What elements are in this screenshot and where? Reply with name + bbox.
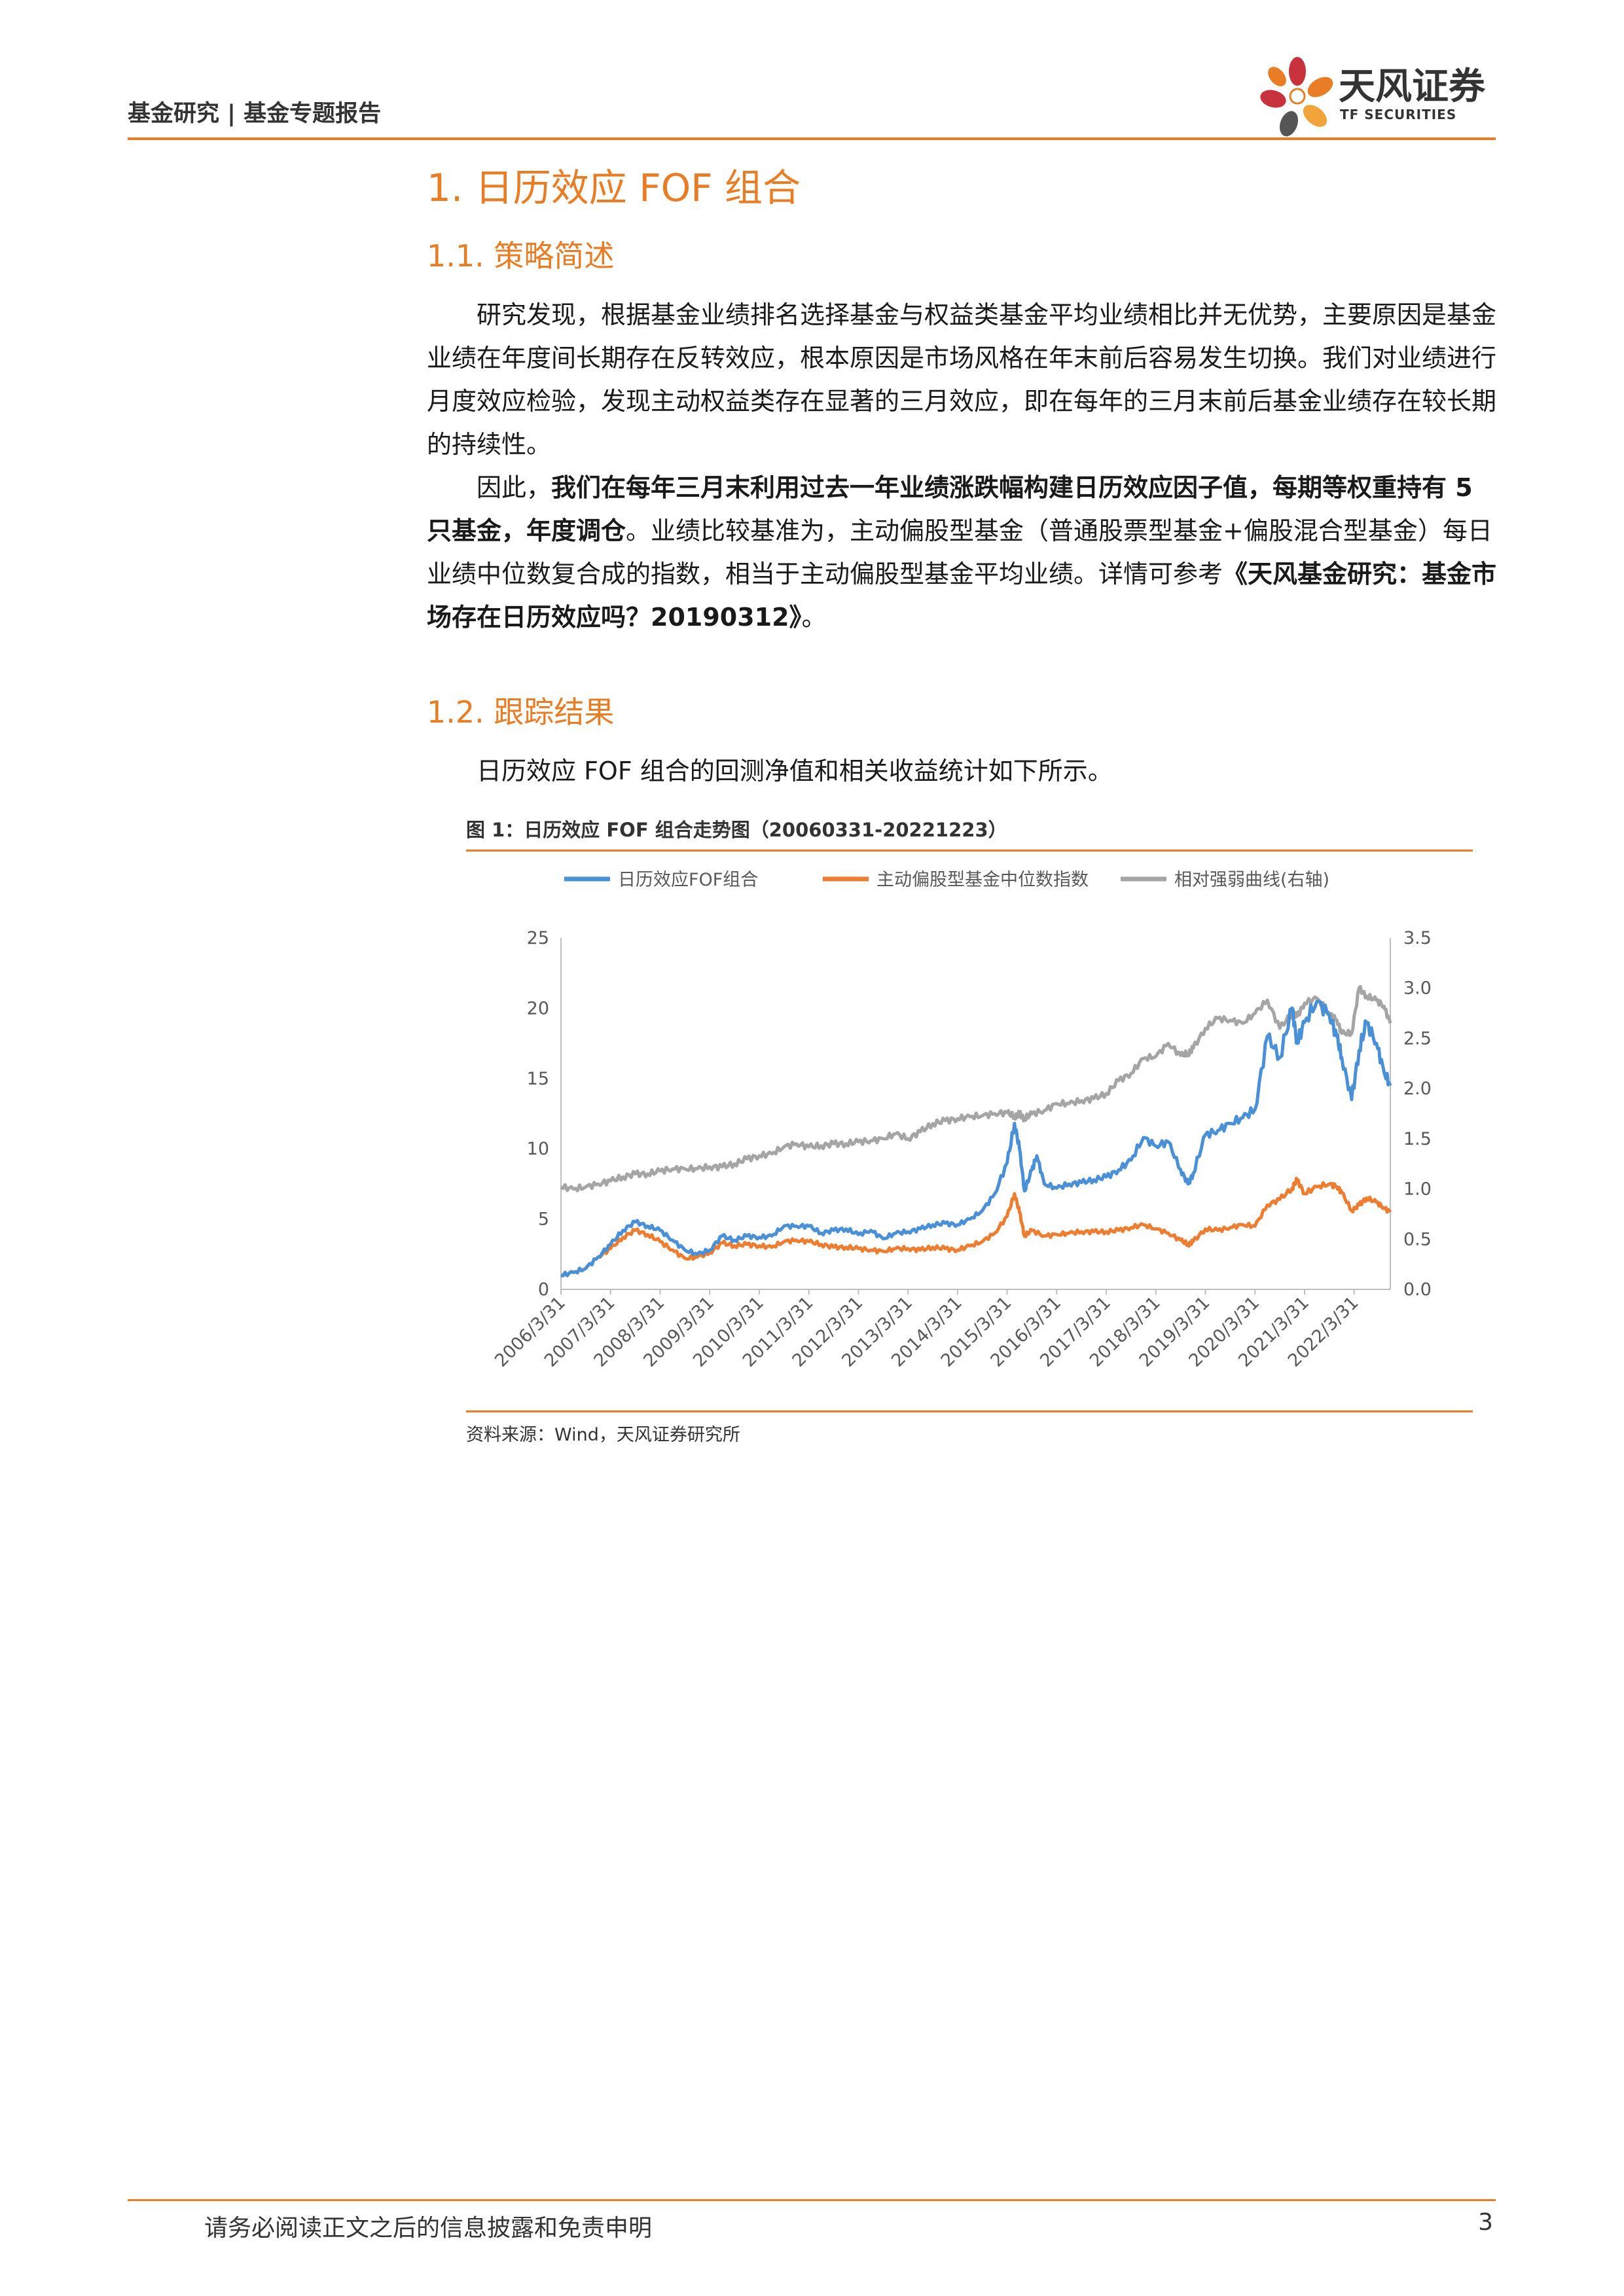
section-heading-1: 1. 日历效应 FOF 组合: [427, 166, 801, 210]
x-axis-ticks: 2006/3/312007/3/312008/3/312009/3/312010…: [491, 1289, 1363, 1371]
strategy-paragraph-2: 因此，我们在每年三月末利用过去一年业绩涨跌幅构建日历效应因子值，每期等权重持有 …: [427, 466, 1500, 639]
right-axis-ticks: 0.0 0.5 1.0 1.5 2.0 2.5 3.0 3.5: [1403, 928, 1432, 1300]
p2-method-bold: 我们在每年三月末利用过去一年业绩涨跌幅构建日历效应因子值，每期等权重持有 5 只…: [427, 473, 1473, 545]
left-axis-tick-label: 25: [527, 928, 549, 948]
right-axis-tick-label: 2.0: [1403, 1079, 1432, 1099]
subsection-heading-tracking: 1.2. 跟踪结果: [427, 694, 615, 730]
right-axis-tick-label: 1.0: [1403, 1179, 1432, 1200]
company-logo: 天风证券 TF SECURITIES: [1260, 56, 1496, 141]
right-axis-tick-label: 3.0: [1403, 978, 1432, 999]
series-line-1: [560, 999, 1392, 1278]
legend-label: 主动偏股型基金中位数指数: [876, 870, 1089, 890]
right-axis-tick-label: 1.5: [1403, 1129, 1432, 1149]
left-axis-tick-label: 5: [538, 1210, 549, 1230]
figure-title: 图 1：日历效应 FOF 组合走势图（20060331-20221223）: [466, 819, 1007, 841]
left-axis-ticks: 0 5 10 15 20 25: [527, 928, 549, 1300]
logo-name: 天风证券: [1339, 65, 1485, 108]
logo-english-name: TF SECURITIES: [1340, 107, 1457, 122]
figure-bottom-rule: [466, 1410, 1473, 1412]
right-axis-tick-label: 0.5: [1403, 1229, 1432, 1249]
fof-performance-chart: 日历效应FOF组合 主动偏股型基金中位数指数 相对强弱曲线(右轴) 0 5 10 15 20…: [491, 870, 1432, 1371]
tracking-paragraph: 日历效应 FOF 组合的回测净值和相关收益统计如下所示。: [477, 757, 1113, 785]
figure-top-rule: [466, 850, 1473, 852]
p2-end: 。: [801, 603, 827, 632]
left-axis-tick-label: 20: [527, 998, 549, 1018]
page-number: 3: [1478, 2209, 1493, 2236]
series-line-3: [560, 984, 1392, 1193]
subsection-heading-strategy: 1.1. 策略简述: [427, 238, 615, 274]
chart-series-lines: [560, 984, 1392, 1278]
legend-label: 日历效应FOF组合: [618, 870, 758, 890]
right-axis-tick-label: 2.5: [1403, 1028, 1432, 1049]
legend-label: 相对强弱曲线(右轴): [1174, 870, 1329, 890]
right-axis-tick-label: 0.0: [1403, 1280, 1432, 1300]
chart-legend: 日历效应FOF组合 主动偏股型基金中位数指数 相对强弱曲线(右轴): [564, 870, 1329, 890]
left-axis-tick-label: 0: [538, 1280, 549, 1300]
footer-rule: [128, 2199, 1496, 2201]
p2-benchmark-text: 。业绩比较基准为，主动偏股型基金（普通股票型基金+偏股混合型基金）每日业绩中位数…: [427, 516, 1492, 588]
p2-intro: 因此，: [477, 473, 552, 502]
page-header: 基金研究 | 基金专题报告 天风证券 TF SECURITIES: [128, 57, 1496, 141]
right-axis-tick-label: 3.5: [1403, 928, 1432, 948]
series-line-2: [560, 1176, 1392, 1278]
footer-disclaimer: 请务必阅读正文之后的信息披露和免责申明: [204, 2215, 653, 2242]
left-axis-tick-label: 10: [527, 1139, 549, 1159]
header-section-label: 基金研究 | 基金专题报告: [128, 101, 382, 127]
left-axis-tick-label: 15: [527, 1069, 549, 1089]
flower-logo-icon: [1260, 57, 1333, 137]
p2-reference-bold: 《天风基金研究：基金市场存在日历效应吗？20190312》: [427, 560, 1497, 632]
figure-source: 资料来源：Wind，天风证券研究所: [466, 1425, 740, 1445]
strategy-paragraph-1: 研究发现，根据基金业绩排名选择基金与权益类基金平均业绩相比并无优势，主要原因是基…: [427, 300, 1497, 459]
header-rule: [128, 137, 1496, 140]
